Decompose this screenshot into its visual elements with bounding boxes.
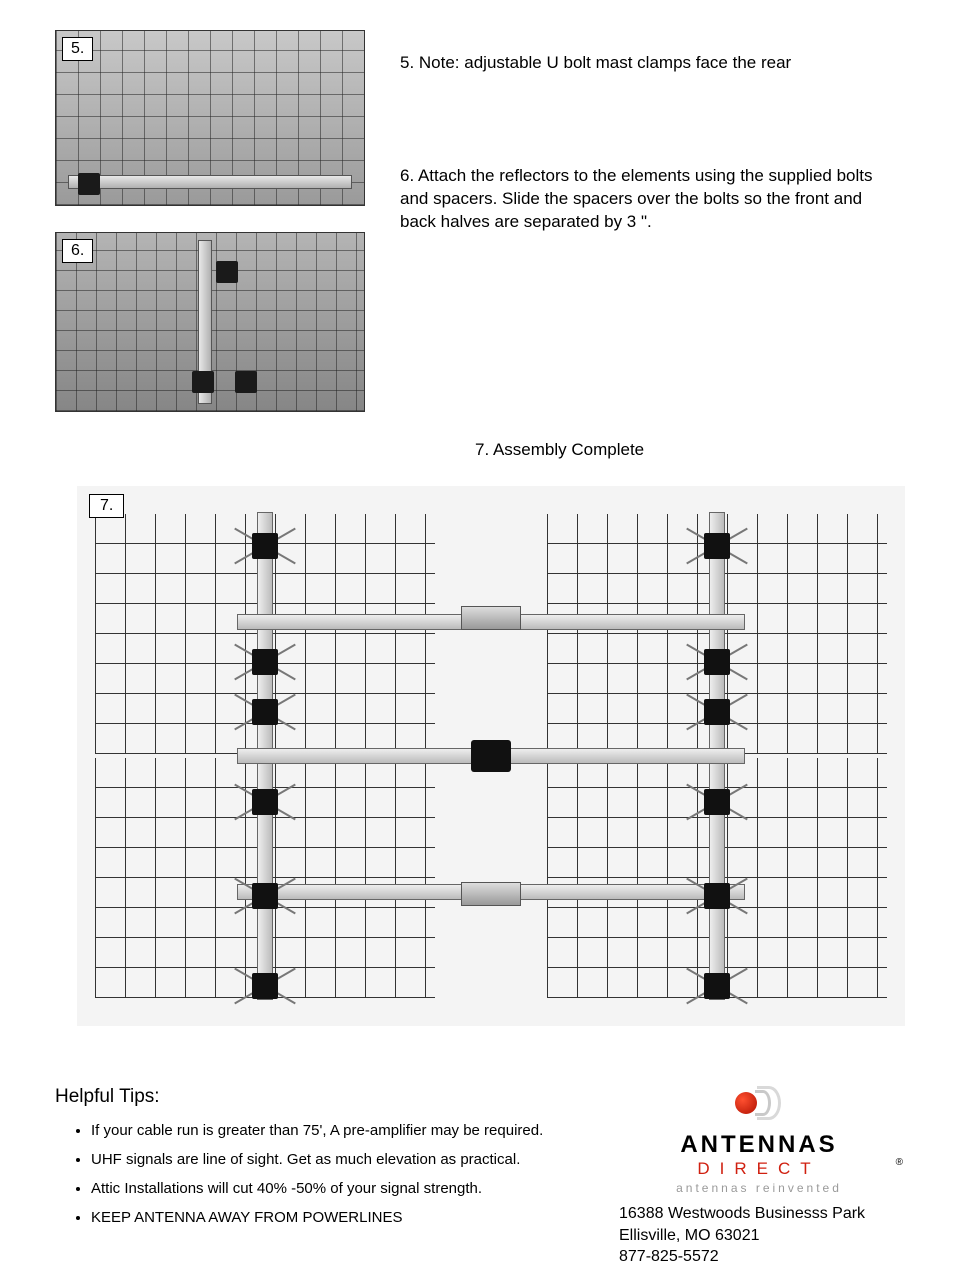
element-hub bbox=[252, 789, 278, 815]
tips-heading: Helpful Tips: bbox=[55, 1086, 589, 1108]
company-logo bbox=[619, 1086, 899, 1125]
company-address-1: 16388 Westwoods Businesss Park bbox=[619, 1203, 899, 1225]
logo-mark-icon bbox=[729, 1086, 789, 1120]
step-7-heading: 7. Assembly Complete bbox=[475, 440, 899, 460]
mast-bar bbox=[68, 175, 351, 189]
step-7-label: 7. bbox=[89, 494, 124, 518]
spacer-block bbox=[192, 371, 214, 393]
element-hub bbox=[252, 699, 278, 725]
step-6-label: 6. bbox=[62, 239, 93, 263]
mast-clamp bbox=[461, 606, 521, 630]
element-hub bbox=[704, 699, 730, 725]
element-hub bbox=[252, 883, 278, 909]
tip-item: If your cable run is greater than 75', A… bbox=[91, 1122, 589, 1139]
step-5-photo: 5. bbox=[55, 30, 365, 206]
element-hub bbox=[704, 973, 730, 999]
element-hub bbox=[252, 649, 278, 675]
company-address-2: Ellisville, MO 63021 bbox=[619, 1225, 899, 1247]
element-hub bbox=[704, 533, 730, 559]
tip-item: KEEP ANTENNA AWAY FROM POWERLINES bbox=[91, 1209, 589, 1226]
company-phone: 877-825-5572 bbox=[619, 1246, 899, 1268]
company-block: ANTENNAS DIRECT® antennas reinvented 163… bbox=[619, 1086, 899, 1268]
step-7-photo: 7. bbox=[77, 486, 905, 1026]
element-hub bbox=[704, 883, 730, 909]
mast-clamp bbox=[461, 882, 521, 906]
spacer-block bbox=[235, 371, 257, 393]
company-name-line2: DIRECT® bbox=[619, 1159, 899, 1179]
company-tagline: antennas reinvented bbox=[619, 1181, 899, 1195]
element-hub bbox=[704, 789, 730, 815]
step-6-text: 6. Attach the reflectors to the elements… bbox=[400, 165, 899, 234]
step-5-label: 5. bbox=[62, 37, 93, 61]
tips-list: If your cable run is greater than 75', A… bbox=[55, 1122, 589, 1226]
element-hub bbox=[704, 649, 730, 675]
spacer-block bbox=[216, 261, 238, 283]
registered-mark: ® bbox=[896, 1157, 903, 1168]
company-name-line1: ANTENNAS bbox=[619, 1131, 899, 1159]
tip-item: Attic Installations will cut 40% -50% of… bbox=[91, 1180, 589, 1197]
clamp-block bbox=[78, 173, 100, 195]
combiner-box bbox=[471, 740, 511, 772]
step-6-photo: 6. bbox=[55, 232, 365, 412]
step-5-text: 5. Note: adjustable U bolt mast clamps f… bbox=[400, 52, 899, 75]
tip-item: UHF signals are line of sight. Get as mu… bbox=[91, 1151, 589, 1168]
element-hub bbox=[252, 973, 278, 999]
company-name-line2-text: DIRECT bbox=[697, 1159, 820, 1178]
element-hub bbox=[252, 533, 278, 559]
